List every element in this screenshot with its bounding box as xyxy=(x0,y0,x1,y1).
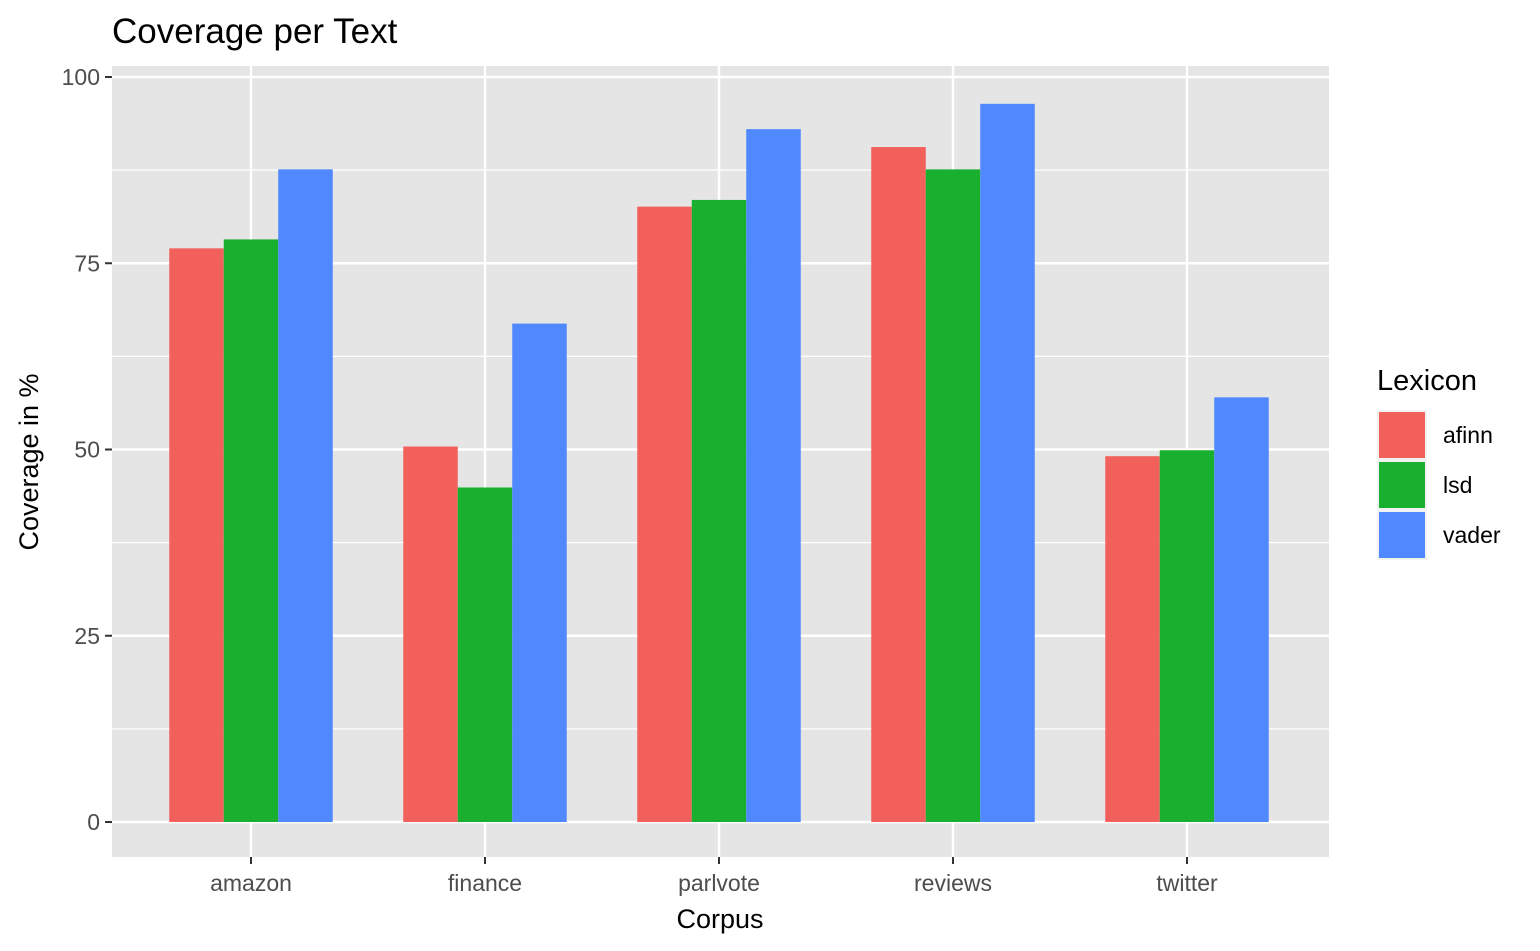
legend-title: Lexicon xyxy=(1377,365,1477,397)
x-tick-label: twitter xyxy=(1156,870,1218,896)
legend-label-afinn: afinn xyxy=(1443,422,1493,448)
bar-lsd-twitter xyxy=(1159,450,1215,822)
bar-afinn-amazon xyxy=(169,248,224,823)
x-tick-label: parlvote xyxy=(678,870,760,896)
bar-lsd-parlvote xyxy=(691,199,747,823)
bar-afinn-finance xyxy=(403,446,458,822)
legend-swatch-vader xyxy=(1379,512,1425,558)
legend-swatch-lsd xyxy=(1379,462,1425,508)
legend: Lexicon afinn lsd vader xyxy=(1377,365,1501,560)
x-axis-title: Corpus xyxy=(676,904,763,934)
bar-afinn-twitter xyxy=(1105,456,1160,822)
bar-lsd-amazon xyxy=(223,239,279,822)
bar-afinn-reviews xyxy=(871,147,926,822)
x-axis: amazon finance parlvote reviews twitter xyxy=(210,857,1218,896)
bar-vader-reviews xyxy=(980,103,1035,822)
bar-vader-amazon xyxy=(278,169,333,822)
x-tick-label: finance xyxy=(448,870,522,896)
y-axis: 0 25 50 75 100 xyxy=(62,64,112,835)
bar-afinn-parlvote xyxy=(637,206,692,822)
y-tick-label: 50 xyxy=(74,437,100,463)
bar-vader-parlvote xyxy=(746,129,801,822)
y-tick-label: 25 xyxy=(74,623,100,649)
x-tick-label: reviews xyxy=(914,870,992,896)
legend-label-lsd: lsd xyxy=(1443,472,1472,498)
y-tick-label: 75 xyxy=(74,250,100,276)
legend-items: afinn lsd vader xyxy=(1377,410,1501,560)
legend-label-vader: vader xyxy=(1443,522,1501,548)
x-tick-label: amazon xyxy=(210,870,292,896)
y-tick-label: 100 xyxy=(62,64,100,90)
bar-vader-twitter xyxy=(1214,397,1269,822)
legend-swatch-afinn xyxy=(1379,412,1425,458)
y-axis-title: Coverage in % xyxy=(14,373,44,550)
chart-title: Coverage per Text xyxy=(112,12,398,51)
y-tick-label: 0 xyxy=(87,809,100,835)
bar-lsd-finance xyxy=(457,487,513,822)
bar-lsd-reviews xyxy=(925,169,981,822)
bar-vader-finance xyxy=(512,323,567,822)
bars xyxy=(169,103,1269,823)
